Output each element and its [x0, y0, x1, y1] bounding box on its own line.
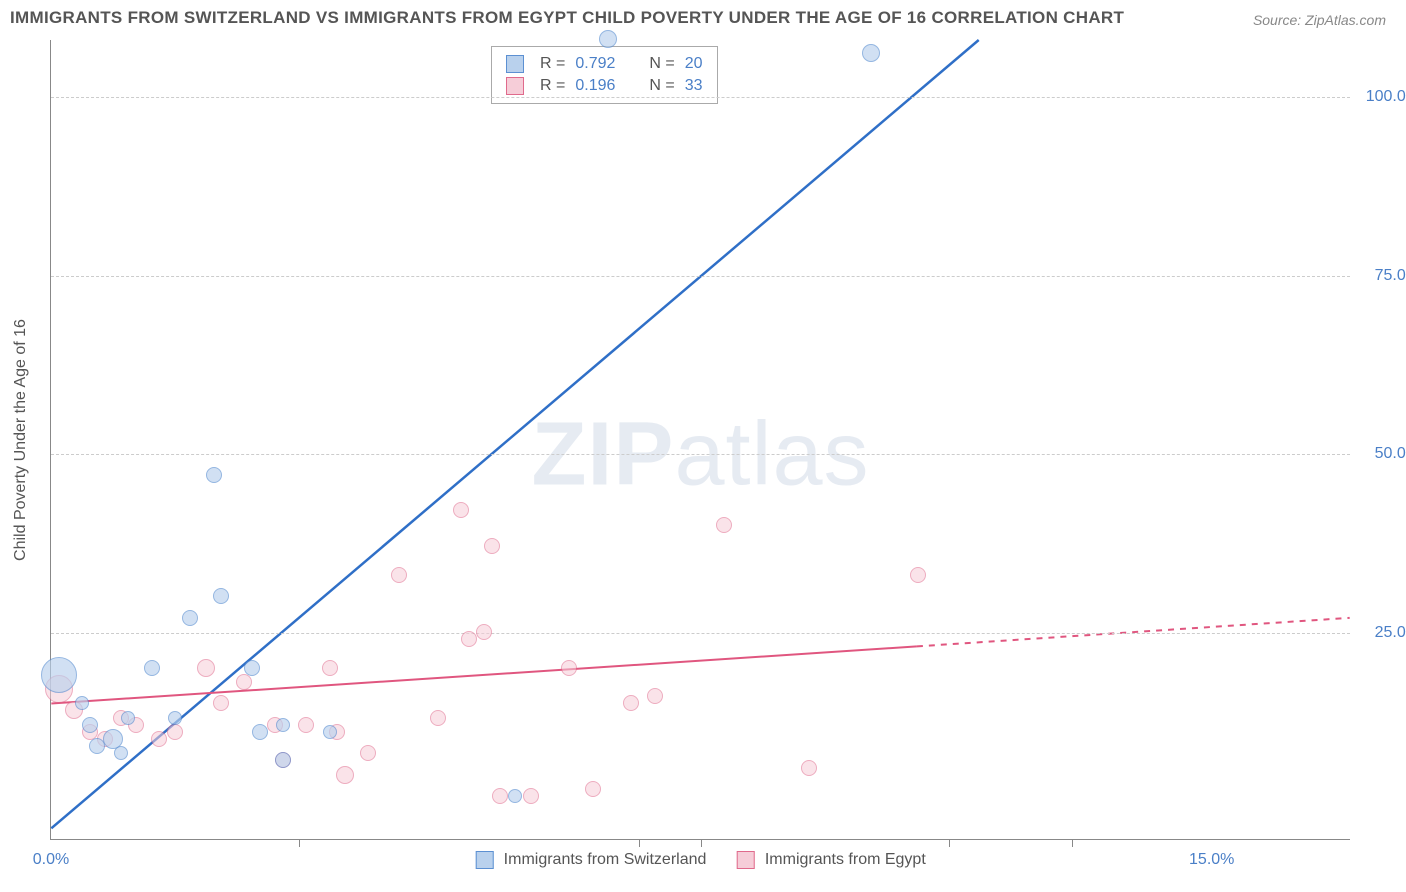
- scatter-point-switzerland: [599, 30, 617, 48]
- scatter-point-switzerland: [244, 660, 260, 676]
- scatter-point-egypt: [523, 788, 539, 804]
- stats-r-value: 0.196: [575, 77, 615, 95]
- scatter-point-egypt: [167, 724, 183, 740]
- scatter-point-egypt: [647, 688, 663, 704]
- swatch-egypt: [736, 851, 754, 869]
- x-tick: [1072, 839, 1073, 847]
- scatter-point-switzerland: [323, 725, 337, 739]
- x-tick-label: 15.0%: [1189, 851, 1234, 869]
- scatter-point-switzerland: [508, 789, 522, 803]
- scatter-point-egypt: [476, 624, 492, 640]
- legend-item-egypt: Immigrants from Egypt: [736, 851, 925, 869]
- scatter-point-egypt: [623, 695, 639, 711]
- swatch-switzerland: [506, 55, 524, 73]
- scatter-point-egypt: [716, 517, 732, 533]
- scatter-point-egypt: [360, 745, 376, 761]
- scatter-point-switzerland: [41, 657, 77, 693]
- stats-r-label: R =: [540, 55, 565, 73]
- scatter-point-egypt: [391, 567, 407, 583]
- scatter-point-switzerland: [275, 752, 291, 768]
- scatter-point-egypt: [561, 660, 577, 676]
- scatter-point-egypt: [461, 631, 477, 647]
- swatch-switzerland: [475, 851, 493, 869]
- stats-row-switzerland: R = 0.792 N = 20: [506, 53, 703, 75]
- source-label: Source: ZipAtlas.com: [1253, 12, 1386, 28]
- watermark: ZIPatlas: [531, 404, 869, 507]
- scatter-point-switzerland: [276, 718, 290, 732]
- scatter-point-egypt: [322, 660, 338, 676]
- stats-n-label: N =: [649, 55, 674, 73]
- stats-n-label: N =: [649, 77, 674, 95]
- chart-title: IMMIGRANTS FROM SWITZERLAND VS IMMIGRANT…: [10, 8, 1124, 28]
- x-tick-label: 0.0%: [33, 851, 69, 869]
- scatter-point-switzerland: [862, 44, 880, 62]
- scatter-point-egypt: [236, 674, 252, 690]
- trend-line-egypt: [51, 646, 917, 703]
- scatter-point-egypt: [430, 710, 446, 726]
- scatter-point-switzerland: [121, 711, 135, 725]
- scatter-point-egypt: [910, 567, 926, 583]
- y-tick-label: 25.0%: [1375, 624, 1406, 642]
- scatter-point-switzerland: [75, 696, 89, 710]
- gridline-h: [51, 454, 1350, 455]
- stats-n-value: 20: [685, 55, 703, 73]
- stats-r-value: 0.792: [575, 55, 615, 73]
- stats-r-label: R =: [540, 77, 565, 95]
- gridline-h: [51, 97, 1350, 98]
- scatter-point-egypt: [298, 717, 314, 733]
- scatter-point-switzerland: [114, 746, 128, 760]
- legend-item-switzerland: Immigrants from Switzerland: [475, 851, 706, 869]
- scatter-point-switzerland: [144, 660, 160, 676]
- y-tick-label: 75.0%: [1375, 267, 1406, 285]
- scatter-point-egypt: [151, 731, 167, 747]
- trend-line-switzerland: [51, 40, 978, 828]
- trend-lines-layer: [51, 40, 1350, 839]
- swatch-egypt: [506, 77, 524, 95]
- scatter-point-egypt: [484, 538, 500, 554]
- x-tick: [639, 839, 640, 847]
- scatter-point-egypt: [801, 760, 817, 776]
- gridline-h: [51, 276, 1350, 277]
- scatter-point-egypt: [197, 659, 215, 677]
- scatter-point-egypt: [492, 788, 508, 804]
- stats-n-value: 33: [685, 77, 703, 95]
- scatter-point-switzerland: [182, 610, 198, 626]
- legend-label-switzerland: Immigrants from Switzerland: [504, 851, 707, 868]
- y-axis-label: Child Poverty Under the Age of 16: [12, 319, 30, 561]
- x-tick: [701, 839, 702, 847]
- scatter-point-egypt: [213, 695, 229, 711]
- x-tick: [949, 839, 950, 847]
- scatter-point-egypt: [453, 502, 469, 518]
- scatter-point-switzerland: [252, 724, 268, 740]
- scatter-point-switzerland: [213, 588, 229, 604]
- scatter-point-switzerland: [82, 717, 98, 733]
- scatter-point-switzerland: [168, 711, 182, 725]
- stats-legend-box: R = 0.792 N = 20 R = 0.196 N = 33: [491, 46, 718, 104]
- y-tick-label: 100.0%: [1366, 88, 1406, 106]
- x-tick: [299, 839, 300, 847]
- scatter-point-egypt: [585, 781, 601, 797]
- plot-area: Child Poverty Under the Age of 16 ZIPatl…: [50, 40, 1350, 840]
- scatter-point-switzerland: [206, 467, 222, 483]
- series-legend: Immigrants from Switzerland Immigrants f…: [475, 851, 926, 869]
- scatter-point-egypt: [336, 766, 354, 784]
- stats-row-egypt: R = 0.196 N = 33: [506, 75, 703, 97]
- gridline-h: [51, 633, 1350, 634]
- y-tick-label: 50.0%: [1375, 445, 1406, 463]
- chart-container: IMMIGRANTS FROM SWITZERLAND VS IMMIGRANT…: [0, 0, 1406, 892]
- legend-label-egypt: Immigrants from Egypt: [765, 851, 926, 868]
